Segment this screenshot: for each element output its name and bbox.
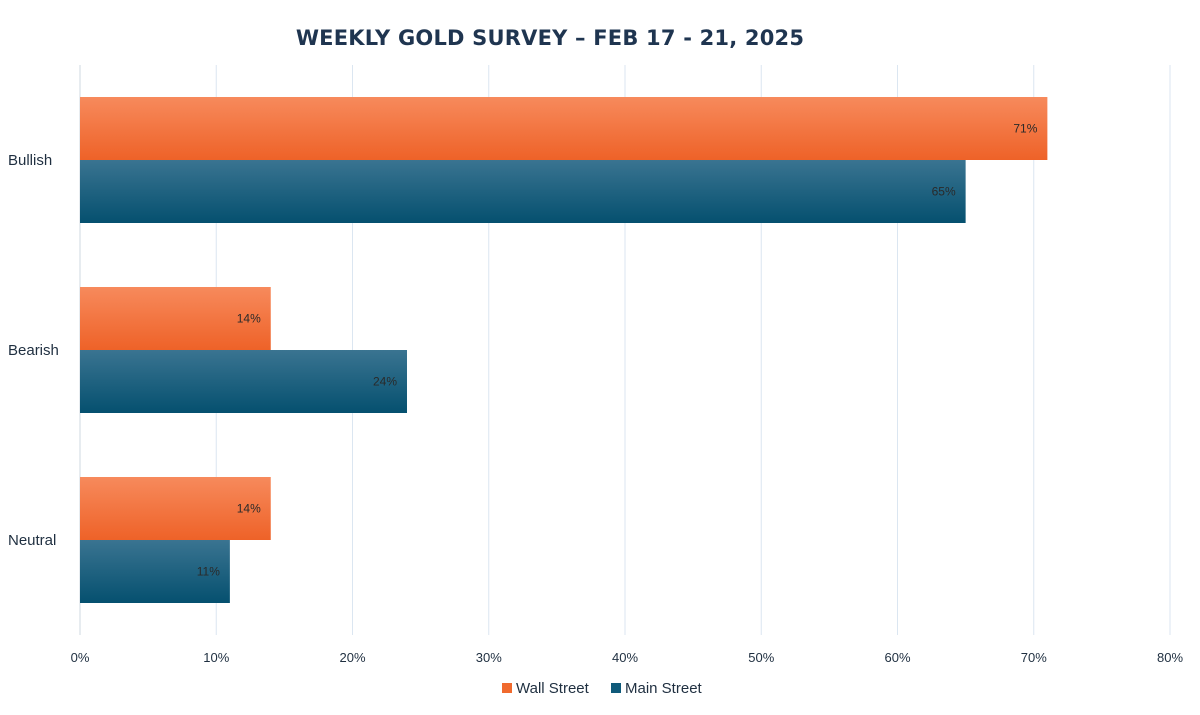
x-tick-label: 60% [884,650,910,665]
legend: Wall Street Main Street [502,680,703,697]
x-tick-label: 30% [476,650,502,665]
legend-label: Main Street [625,680,703,697]
legend-swatch [502,683,512,693]
bar-wall-street [80,287,271,350]
data-label: 14% [237,502,261,516]
category-label: Bullish [8,152,52,169]
bar-main-street [80,160,966,223]
bar-main-street [80,350,407,413]
category-label: Bearish [8,342,59,359]
legend-label: Wall Street [516,680,590,697]
data-label: 14% [237,312,261,326]
x-tick-label: 0% [71,650,90,665]
x-tick-label: 40% [612,650,638,665]
data-label: 24% [373,375,397,389]
x-tick-label: 50% [748,650,774,665]
x-tick-label: 80% [1157,650,1183,665]
bar-wall-street [80,477,271,540]
x-tick-label: 10% [203,650,229,665]
chart-title: WEEKLY GOLD SURVEY – FEB 17 - 21, 2025 [295,26,805,50]
legend-swatch [611,683,621,693]
x-tick-label: 70% [1021,650,1047,665]
labels: 0% 10% 20% 30% 40% 50% 60% 70% 80% Bullish 71% 65% B… [8,122,1183,666]
category-label: Neutral [8,532,56,549]
bars [80,97,1048,603]
data-label: 11% [197,565,220,579]
data-label: 65% [932,185,956,199]
bar-wall-street [80,97,1048,160]
x-tick-label: 20% [339,650,365,665]
bar-main-street [80,540,230,603]
data-label: 71% [1013,122,1037,136]
